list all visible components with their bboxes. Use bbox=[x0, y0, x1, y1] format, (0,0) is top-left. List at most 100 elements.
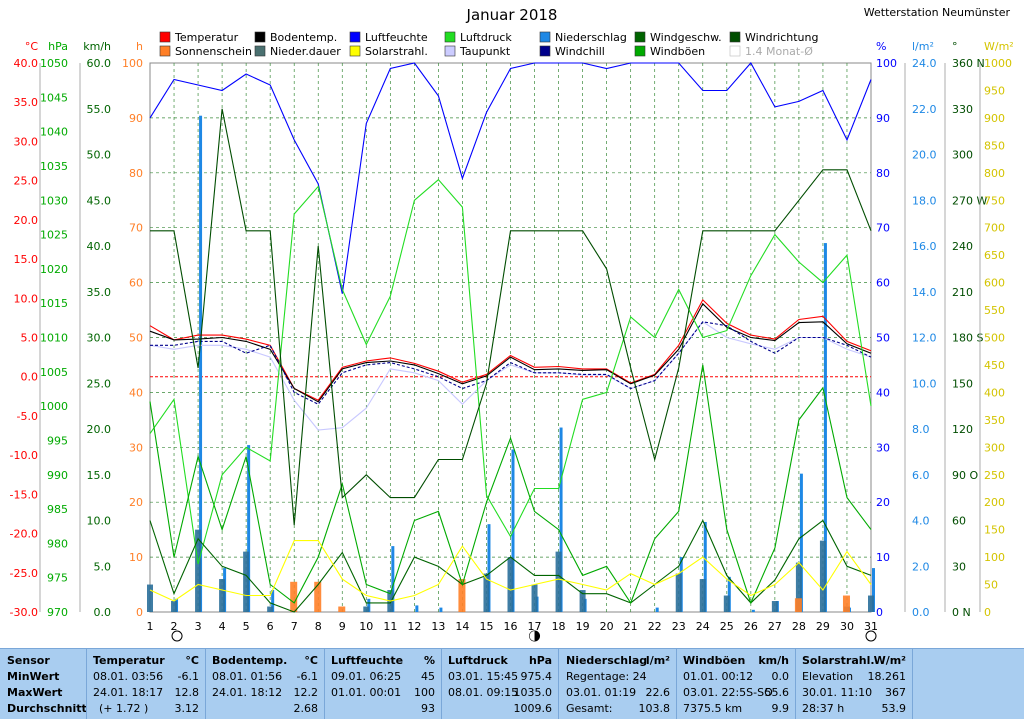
left-axis-tick-2: 60.0 bbox=[87, 57, 112, 70]
bar-niederdauer-23 bbox=[675, 573, 682, 612]
bar-niederschlag-31 bbox=[872, 568, 875, 612]
legend-swatch-6 bbox=[729, 31, 741, 43]
left-axis-unit-3: h bbox=[136, 40, 143, 53]
right-axis-tick-3: 50 bbox=[984, 579, 998, 592]
right-axis-tick-3: 650 bbox=[984, 249, 1005, 262]
stats-luftfeuchte-max-val: 100 bbox=[414, 686, 435, 699]
left-axis-unit-0: °C bbox=[25, 40, 39, 53]
x-tick-label: 2 bbox=[171, 620, 178, 633]
stats-luftfeuchte-max-time: 01.01. 00:01 bbox=[331, 686, 402, 699]
right-axis-tick-3: 250 bbox=[984, 469, 1005, 482]
x-tick-label: 24 bbox=[696, 620, 710, 633]
stats-luftdruck: Luftdruck hPa 03.01. 15:45 975.4 08.01. 09… bbox=[448, 653, 552, 717]
x-tick-label: 3 bbox=[195, 620, 202, 633]
legend-swatch-4 bbox=[539, 31, 551, 43]
stats-windboeen-row3-val: 9.9 bbox=[771, 702, 790, 715]
right-axis-unit-0: % bbox=[876, 40, 886, 53]
left-axis-tick-0: 20.0 bbox=[14, 214, 39, 227]
left-axis-tick-2: 35.0 bbox=[87, 286, 112, 299]
right-axis-tick-3: 400 bbox=[984, 386, 1005, 399]
right-axis-tick-0: 40 bbox=[876, 386, 890, 399]
right-axis-tick-0: 30 bbox=[876, 441, 890, 454]
left-axis-tick-3: 40 bbox=[129, 386, 143, 399]
stats-windboeen-row3-label: 7375.5 km bbox=[683, 702, 743, 715]
bar-niederschlag-29 bbox=[823, 243, 827, 612]
legend-label-7: Sonnenschein bbox=[175, 45, 252, 58]
left-axis-unit-2: km/h bbox=[83, 40, 111, 53]
x-tick-label: 25 bbox=[720, 620, 734, 633]
bar-niederdauer-18 bbox=[555, 551, 562, 612]
right-axis-tick-0: 20 bbox=[876, 496, 890, 509]
left-axis-tick-0: -5.0 bbox=[17, 410, 38, 423]
right-axis-tick-3: 600 bbox=[984, 277, 1005, 290]
left-axis-tick-2: 20.0 bbox=[87, 423, 112, 436]
left-axis-tick-1: 1005 bbox=[40, 366, 68, 379]
x-tick-label: 5 bbox=[243, 620, 250, 633]
stats-temperatur-min-val: -6.1 bbox=[177, 670, 199, 683]
stats-niederschlag-title: Niederschlag bbox=[566, 654, 648, 667]
right-axis-unit-2: ° bbox=[952, 40, 958, 53]
x-tick-label: 20 bbox=[600, 620, 614, 633]
right-axis-tick-3: 200 bbox=[984, 496, 1005, 509]
right-axis-tick-2: 180 S bbox=[952, 332, 983, 345]
stats-windboeen-row1-label: 01.01. 00:12 bbox=[683, 670, 754, 683]
right-axis-tick-3: 700 bbox=[984, 222, 1005, 235]
left-axis-tick-0: 10.0 bbox=[14, 292, 39, 305]
stats-windboeen-unit: km/h bbox=[758, 654, 789, 667]
series-windben bbox=[149, 364, 872, 605]
series-luftfeuchte bbox=[149, 62, 872, 294]
right-axis-tick-0: 90 bbox=[876, 112, 890, 125]
left-axis-tick-2: 40.0 bbox=[87, 240, 112, 253]
x-tick-label: 30 bbox=[840, 620, 854, 633]
right-axis-tick-1: 4.0 bbox=[912, 515, 930, 528]
bar-niederschlag-5 bbox=[247, 445, 251, 612]
right-axis-tick-2: 150 bbox=[952, 377, 973, 390]
stats-bodentemp-unit: °C bbox=[304, 654, 318, 667]
right-axis-tick-3: 750 bbox=[984, 194, 1005, 207]
bar-niederdauer-1 bbox=[147, 584, 153, 612]
left-axis-tick-2: 25.0 bbox=[87, 377, 112, 390]
bar-niederdauer-25 bbox=[723, 595, 730, 612]
right-axis-tick-2: 330 bbox=[952, 103, 973, 116]
right-axis-tick-1: 0.0 bbox=[912, 606, 930, 619]
right-axis-tick-1: 22.0 bbox=[912, 103, 937, 116]
right-axis-tick-3: 300 bbox=[984, 441, 1005, 454]
left-axis-tick-3: 50 bbox=[129, 332, 143, 345]
left-axis-tick-3: 20 bbox=[129, 496, 143, 509]
bar-niederschlag-25 bbox=[727, 576, 731, 612]
bar-niederschlag-10 bbox=[367, 598, 371, 612]
x-tick-label: 19 bbox=[576, 620, 590, 633]
left-axis-tick-2: 5.0 bbox=[94, 560, 112, 573]
statistics-panel: Sensor MinWert MaxWert Durchschnitt Temp… bbox=[0, 648, 1024, 719]
legend-swatch-2 bbox=[349, 31, 361, 43]
right-axis-tick-0: 50 bbox=[876, 332, 890, 345]
left-axis-tick-1: 1040 bbox=[40, 126, 68, 139]
right-axis-tick-1: 18.0 bbox=[912, 194, 937, 207]
left-axis-tick-2: 50.0 bbox=[87, 149, 112, 162]
series-windrichtung bbox=[150, 108, 872, 526]
right-axis-tick-3: 0 bbox=[984, 606, 991, 619]
stats-solar-unit: W/m² bbox=[873, 654, 906, 667]
legend-swatch-7 bbox=[159, 45, 171, 57]
stats-solar: Solarstrahl. W/m² Elevation 18.261 30.01. … bbox=[802, 653, 906, 717]
stats-max-header: MaxWert bbox=[7, 686, 63, 699]
x-tick-label: 11 bbox=[383, 620, 397, 633]
stats-luftdruck-max-time: 08.01. 09:15 bbox=[448, 686, 519, 699]
x-tick-label: 12 bbox=[407, 620, 421, 633]
x-tick-label: 10 bbox=[359, 620, 373, 633]
right-axis-unit-3: W/m² bbox=[984, 40, 1014, 53]
stats-temperatur-max-time: 24.01. 18:17 bbox=[93, 686, 164, 699]
left-axis-tick-0: -15.0 bbox=[10, 488, 38, 501]
stats-solar-row3-val: 53.9 bbox=[881, 702, 907, 715]
legend-label-1: Bodentemp. bbox=[270, 31, 337, 44]
legend-label-3: Luftdruck bbox=[460, 31, 512, 44]
legend-label-2: Luftfeuchte bbox=[365, 31, 428, 44]
stats-sensor-header: Sensor bbox=[7, 654, 50, 667]
left-axis-tick-1: 990 bbox=[47, 469, 68, 482]
legend-swatch-5 bbox=[634, 31, 646, 43]
right-axis-tick-1: 10.0 bbox=[912, 377, 937, 390]
right-axis-tick-3: 550 bbox=[984, 304, 1005, 317]
stats-luftfeuchte-min-val: 45 bbox=[421, 670, 435, 683]
stats-solar-row3-label: 28:37 h bbox=[802, 702, 845, 715]
left-axis-tick-1: 970 bbox=[47, 606, 68, 619]
